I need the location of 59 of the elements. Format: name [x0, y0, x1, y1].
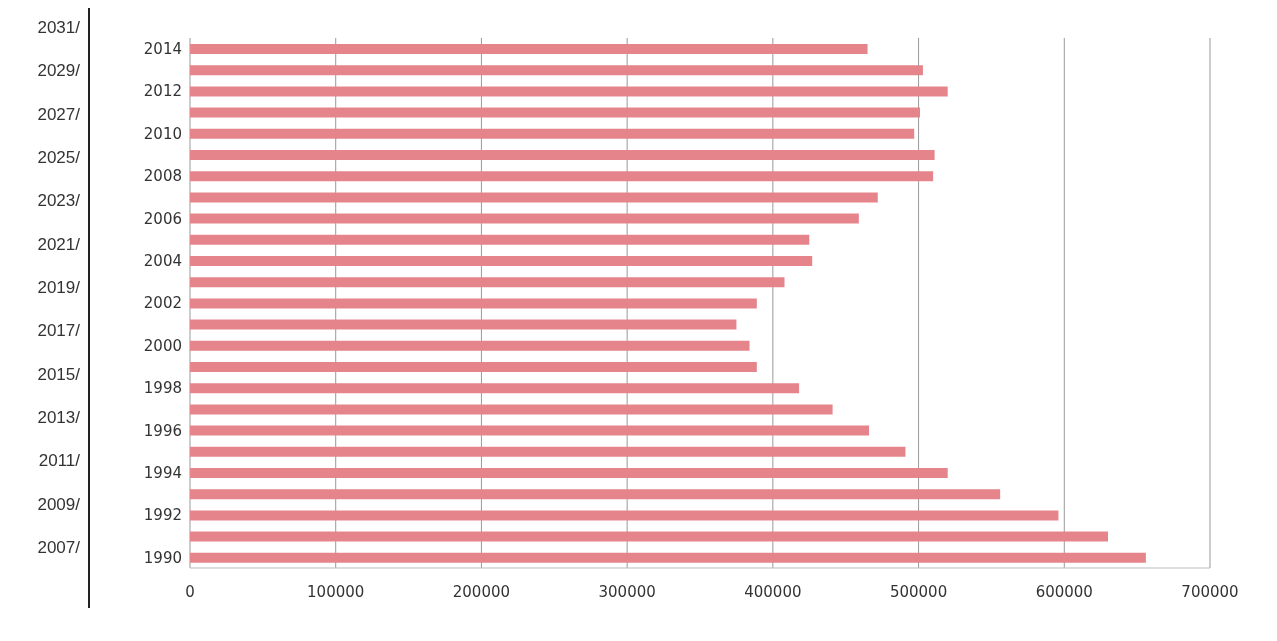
bar: [190, 340, 750, 351]
x-tick-label: 600000: [1035, 582, 1093, 601]
y-tick-label: 2012: [143, 82, 182, 101]
text: 2011/: [38, 451, 80, 472]
text: 2017/: [37, 321, 80, 342]
y-tick-label: 1994: [143, 463, 182, 482]
bar: [190, 171, 934, 182]
bar: [190, 489, 1001, 500]
y-tick-label: 2008: [143, 167, 182, 186]
text: 2029/: [37, 61, 80, 82]
bar: [190, 150, 935, 160]
y-tick-label: 2010: [143, 124, 182, 143]
text: 2027/: [37, 104, 80, 125]
bar: [190, 65, 923, 76]
text: 2023/: [37, 191, 80, 212]
x-tick-label: 0: [185, 582, 195, 601]
x-tick-label: 500000: [889, 582, 948, 601]
bar: [190, 468, 948, 478]
text: 2031/: [37, 18, 80, 38]
text: 2021/: [37, 234, 80, 255]
bar: [190, 192, 878, 203]
y-tick-label: 2014: [143, 39, 182, 58]
y-tick-label: 2006: [143, 209, 182, 228]
bar: [190, 86, 948, 97]
text: 2025/: [37, 147, 80, 168]
y-tick-label: 1996: [143, 421, 182, 440]
bar: [190, 213, 859, 224]
bar: [190, 404, 833, 415]
y-tick-label: 1998: [143, 379, 182, 398]
x-tick-label: 400000: [744, 582, 802, 601]
text: 2019/: [37, 277, 80, 298]
bar: [190, 107, 921, 118]
text: 2015/: [37, 364, 80, 385]
x-tick-label: 300000: [598, 582, 656, 601]
x-tick-label: 200000: [452, 582, 511, 601]
bar: [190, 298, 757, 309]
bar: [190, 383, 800, 394]
bar: [190, 362, 757, 372]
bar: [190, 319, 737, 330]
bar: [190, 510, 1059, 521]
x-tick-label: 700000: [1181, 582, 1239, 601]
bar: [190, 277, 785, 288]
text: 2013/: [37, 407, 80, 428]
y-tick-label: 2004: [143, 251, 182, 270]
bar: [190, 552, 1146, 563]
y-tick-label: 1990: [143, 548, 182, 567]
x-tick-label: 100000: [307, 582, 365, 601]
bar: [190, 256, 813, 266]
bar: [190, 234, 810, 245]
bar: [190, 425, 870, 436]
text: 2009/: [37, 494, 80, 515]
y-tick-label: 2002: [143, 294, 182, 313]
bar: [190, 44, 868, 54]
text: 2007/: [37, 537, 80, 558]
y-tick-label: 2000: [143, 336, 182, 355]
bar: [190, 446, 906, 457]
bar: [190, 531, 1108, 542]
bar: [190, 128, 915, 139]
y-tick-label: 1992: [143, 506, 182, 525]
